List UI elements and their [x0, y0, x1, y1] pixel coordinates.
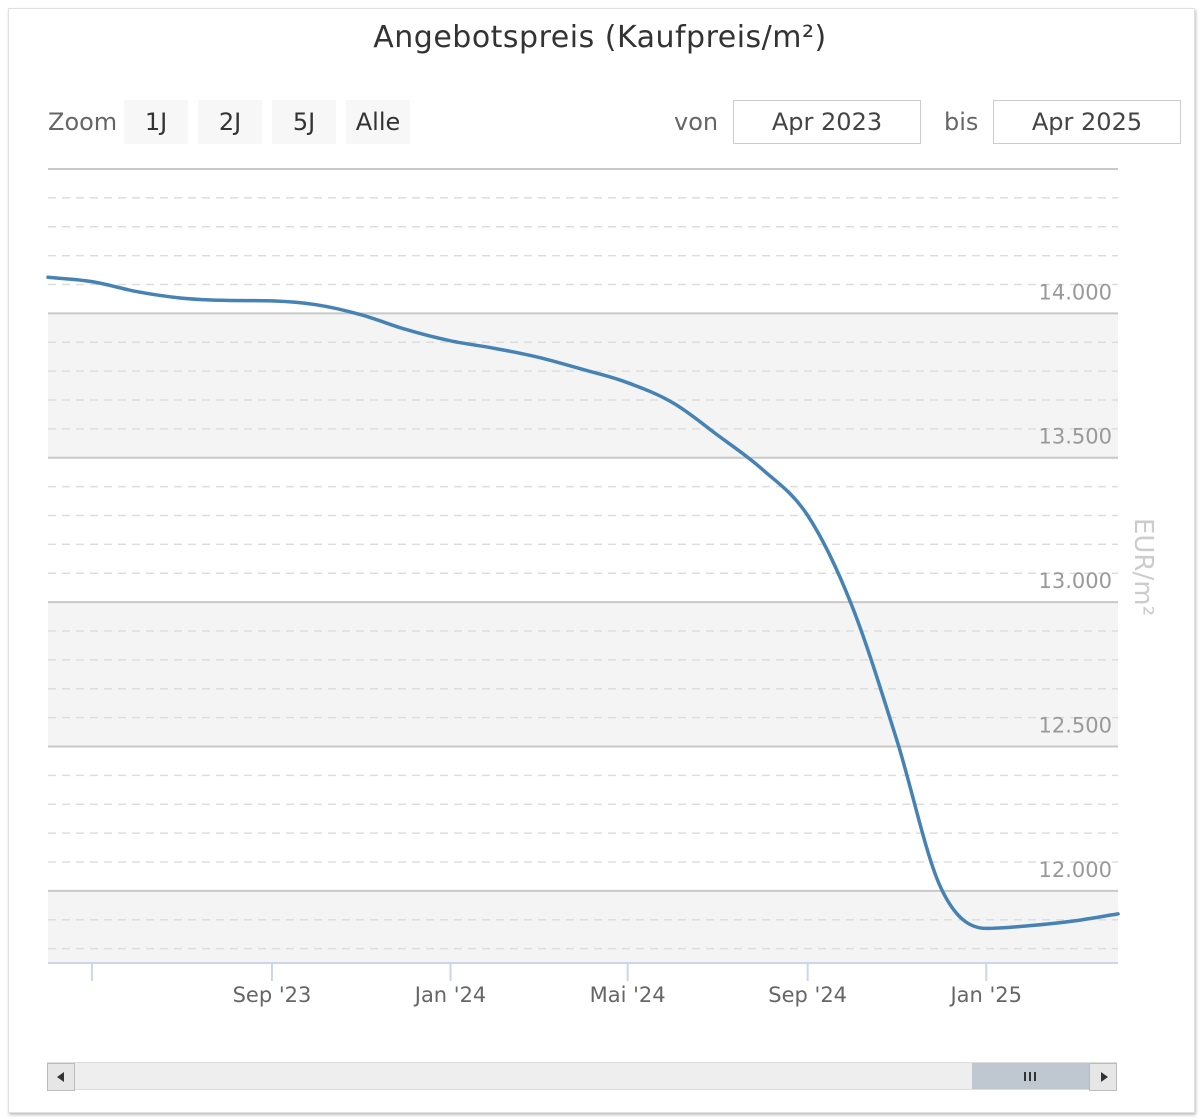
series-line	[46, 275, 1120, 931]
scroll-right-button[interactable]	[1089, 1063, 1117, 1091]
zoom-5y-button[interactable]: 5J	[272, 100, 336, 144]
plot-bands	[48, 313, 1118, 963]
line-chart: 12.000 12.500 13.000 13.500 14.000 Sep '23 Ja…	[46, 168, 1158, 1007]
x-tick-label: Sep '23	[233, 983, 312, 1007]
range-from-label: von	[674, 108, 719, 136]
range-from-input[interactable]: Apr 2023	[733, 100, 921, 144]
grip-icon	[1034, 1072, 1036, 1081]
chart-title: Angebotspreis (Kaufpreis/m²)	[373, 20, 827, 55]
y-axis-label: EUR/m²	[1128, 518, 1158, 616]
scrollbar-thumb[interactable]	[972, 1063, 1090, 1089]
y-axis-tick-labels: 12.000 12.500 13.000 13.500 14.000	[1039, 280, 1112, 881]
arrow-left-icon	[57, 1072, 64, 1082]
scroll-left-button[interactable]	[47, 1063, 75, 1091]
range-to-label: bis	[944, 108, 979, 136]
navigator-scrollbar[interactable]	[47, 1062, 1117, 1091]
y-tick-label: 13.000	[1039, 569, 1112, 593]
y-tick-label: 13.500	[1039, 425, 1112, 449]
grip-icon	[1029, 1072, 1031, 1081]
y-tick-label: 12.000	[1039, 858, 1112, 882]
x-tick-label: Sep '24	[768, 983, 847, 1007]
plot-band	[48, 890, 1118, 963]
plot-band	[48, 313, 1118, 458]
x-tick-label: Jan '24	[413, 983, 487, 1007]
plot-band	[48, 602, 1118, 747]
zoom-label: Zoom	[48, 108, 118, 136]
x-tick-label: Mai '24	[590, 983, 666, 1007]
x-tick-label: Jan '25	[948, 983, 1022, 1007]
y-tick-label: 12.500	[1039, 713, 1112, 737]
zoom-2y-button[interactable]: 2J	[198, 100, 262, 144]
zoom-all-button[interactable]: Alle	[346, 100, 410, 144]
grip-icon	[1024, 1072, 1026, 1081]
range-to-input[interactable]: Apr 2025	[993, 100, 1181, 144]
x-axis: Sep '23 Jan '24 Mai '24 Sep '24 Jan '25	[48, 962, 1118, 1007]
zoom-1y-button[interactable]: 1J	[124, 100, 188, 144]
arrow-right-icon	[1101, 1072, 1108, 1082]
y-tick-label: 14.000	[1039, 280, 1112, 304]
gridlines	[48, 168, 1118, 950]
